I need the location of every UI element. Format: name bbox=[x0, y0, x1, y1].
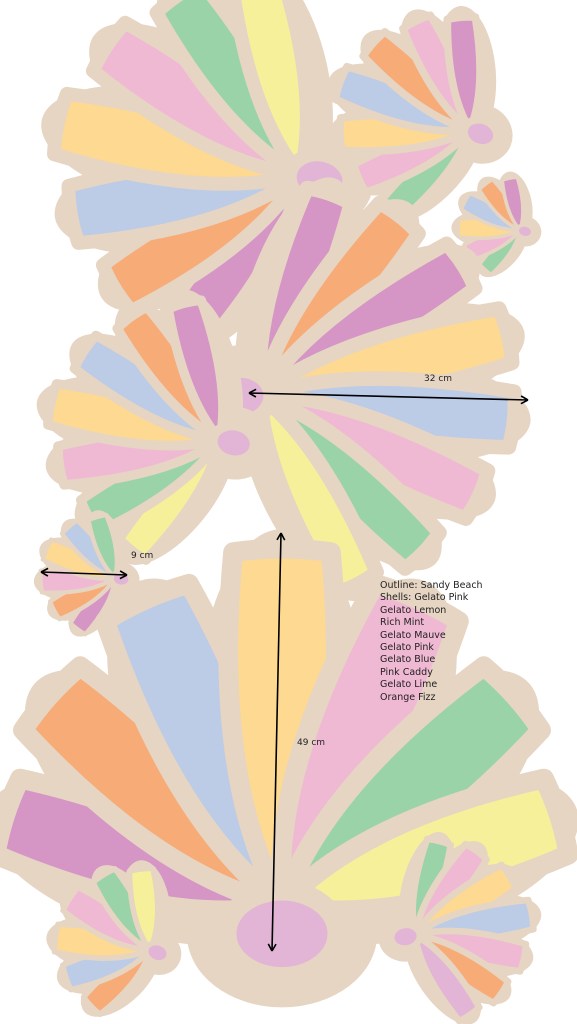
shell-hinge bbox=[109, 569, 133, 589]
legend-line-blue: Gelato Blue bbox=[380, 654, 436, 666]
shell-middle-left bbox=[36, 289, 274, 565]
shell-hinge bbox=[387, 921, 424, 952]
legend-line-lemon: Gelato Lemon bbox=[380, 604, 447, 616]
shell-ray bbox=[443, 13, 484, 134]
legend-line-lime: Gelato Lime bbox=[380, 679, 438, 691]
shell-ray bbox=[252, 387, 384, 601]
shell-large-top-left bbox=[41, 0, 374, 358]
shell-hinge bbox=[142, 939, 173, 966]
height-dimension-label: 49 cm bbox=[297, 738, 326, 748]
shell-ray bbox=[86, 512, 120, 581]
legend-line-outline: Outline: Sandy Beach bbox=[380, 580, 483, 591]
width-dimension-arrow bbox=[248, 388, 529, 405]
shell-hinge bbox=[216, 880, 348, 987]
legend-line-caddy: Pink Caddy bbox=[380, 666, 433, 678]
shell-ray bbox=[500, 175, 525, 232]
legend-line-mauve: Gelato Mauve bbox=[380, 629, 446, 641]
color-legend: Outline: Sandy Beach Shells: Gelato Pink… bbox=[380, 580, 483, 704]
legend-line-pink: Gelato Pink bbox=[380, 642, 434, 654]
legend-line-orange: Orange Fizz bbox=[380, 691, 436, 703]
height-dimension-arrow bbox=[267, 532, 286, 952]
shell-hinge bbox=[460, 115, 501, 152]
shell-hinge bbox=[208, 420, 260, 466]
small-dimension-arrow bbox=[40, 567, 128, 580]
shell-top-right bbox=[328, 5, 513, 224]
shell-ray bbox=[163, 295, 228, 445]
shell-bottom-left bbox=[46, 860, 182, 1018]
shell-ray bbox=[227, 0, 314, 182]
shell-hinge bbox=[515, 222, 535, 240]
legend-line-shells: Shells: Gelato Pink bbox=[380, 592, 469, 604]
shell-ray bbox=[411, 931, 483, 1024]
shell-ray bbox=[126, 865, 161, 953]
legend-line-mint: Rich Mint bbox=[380, 617, 425, 629]
shell-tiny-right bbox=[451, 171, 542, 278]
small-dimension-label: 9 cm bbox=[131, 551, 154, 561]
shell-small-left bbox=[33, 510, 140, 637]
shell-middle-right bbox=[182, 177, 531, 602]
shell-bottom-right bbox=[378, 831, 542, 1024]
width-dimension-label: 32 cm bbox=[424, 374, 453, 384]
